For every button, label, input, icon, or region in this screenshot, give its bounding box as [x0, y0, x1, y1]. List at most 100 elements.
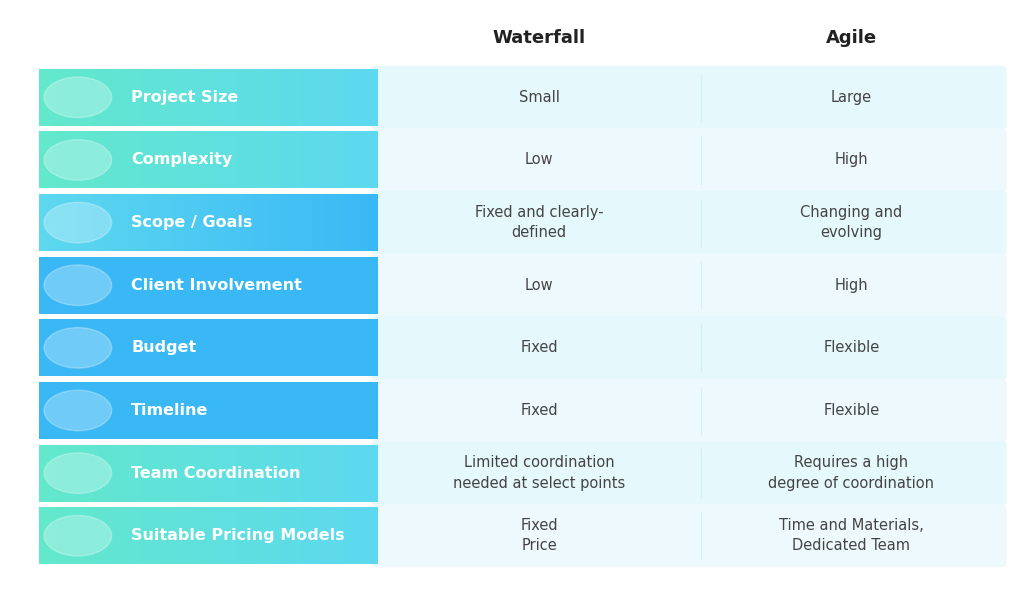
Bar	[191, 194, 197, 251]
Bar	[242, 194, 247, 251]
Bar	[229, 445, 234, 502]
Bar	[238, 445, 243, 502]
Bar	[119, 507, 125, 564]
Bar	[106, 131, 112, 188]
Bar	[297, 69, 302, 126]
Bar	[258, 507, 264, 564]
Bar	[313, 194, 318, 251]
Bar	[115, 382, 120, 439]
Bar	[174, 69, 179, 126]
Bar	[140, 507, 145, 564]
Bar	[233, 131, 239, 188]
Bar	[288, 382, 293, 439]
Bar	[246, 194, 251, 251]
Bar	[47, 507, 52, 564]
Bar	[297, 445, 302, 502]
Bar	[182, 507, 187, 564]
Bar	[293, 507, 298, 564]
Bar	[331, 319, 336, 376]
Bar	[196, 131, 201, 188]
Bar	[322, 131, 328, 188]
Bar	[216, 319, 221, 376]
Bar	[369, 131, 374, 188]
Bar	[90, 507, 95, 564]
Bar	[47, 382, 52, 439]
Bar	[115, 445, 120, 502]
Bar	[123, 445, 129, 502]
Bar	[73, 382, 78, 439]
Bar	[186, 382, 193, 439]
Bar	[65, 507, 70, 564]
Bar	[343, 319, 348, 376]
Bar	[51, 319, 57, 376]
Text: Time and Materials,
Dedicated Team: Time and Materials, Dedicated Team	[779, 518, 924, 553]
Bar	[90, 131, 95, 188]
Bar	[254, 507, 260, 564]
Bar	[280, 194, 285, 251]
Bar	[360, 319, 366, 376]
Bar	[284, 445, 289, 502]
Bar	[351, 507, 356, 564]
Bar	[284, 319, 289, 376]
Bar	[119, 382, 125, 439]
Text: Agile: Agile	[826, 29, 877, 47]
FancyBboxPatch shape	[372, 66, 1007, 129]
Bar	[81, 382, 86, 439]
Bar	[216, 131, 221, 188]
Bar	[343, 194, 348, 251]
Bar	[254, 257, 260, 314]
Bar	[186, 507, 193, 564]
Bar	[94, 507, 99, 564]
Bar	[305, 382, 310, 439]
Bar	[170, 131, 175, 188]
Bar	[297, 194, 302, 251]
Bar	[331, 382, 336, 439]
Bar	[216, 445, 221, 502]
Bar	[365, 319, 370, 376]
Bar	[51, 382, 57, 439]
Bar	[271, 69, 276, 126]
Bar	[60, 382, 66, 439]
Bar	[85, 131, 91, 188]
Bar	[136, 382, 141, 439]
Text: Limited coordination
needed at select points: Limited coordination needed at select po…	[453, 456, 626, 491]
Bar	[174, 507, 179, 564]
Bar	[90, 194, 95, 251]
Bar	[360, 382, 366, 439]
Bar	[98, 382, 103, 439]
Bar	[60, 319, 66, 376]
Bar	[77, 382, 82, 439]
Text: Low: Low	[525, 278, 553, 293]
Bar	[106, 382, 112, 439]
Bar	[326, 445, 332, 502]
Bar	[250, 131, 255, 188]
Bar	[250, 257, 255, 314]
Bar	[186, 69, 193, 126]
Bar	[178, 445, 183, 502]
Bar	[81, 257, 86, 314]
Bar	[153, 69, 158, 126]
Bar	[305, 131, 310, 188]
Text: Changing and
evolving: Changing and evolving	[801, 205, 902, 240]
Bar	[123, 382, 129, 439]
Bar	[85, 257, 91, 314]
Bar	[280, 382, 285, 439]
Bar	[85, 194, 91, 251]
Circle shape	[44, 202, 112, 243]
Bar	[288, 507, 293, 564]
Bar	[322, 319, 328, 376]
Bar	[335, 194, 340, 251]
Bar	[132, 507, 137, 564]
Bar	[246, 69, 251, 126]
Bar	[60, 445, 66, 502]
Bar	[43, 319, 48, 376]
Bar	[293, 69, 298, 126]
Bar	[263, 445, 268, 502]
Bar	[174, 131, 179, 188]
Bar	[144, 319, 150, 376]
Bar	[288, 194, 293, 251]
Bar	[170, 319, 175, 376]
Bar	[51, 257, 57, 314]
Bar	[242, 382, 247, 439]
Bar	[360, 194, 366, 251]
